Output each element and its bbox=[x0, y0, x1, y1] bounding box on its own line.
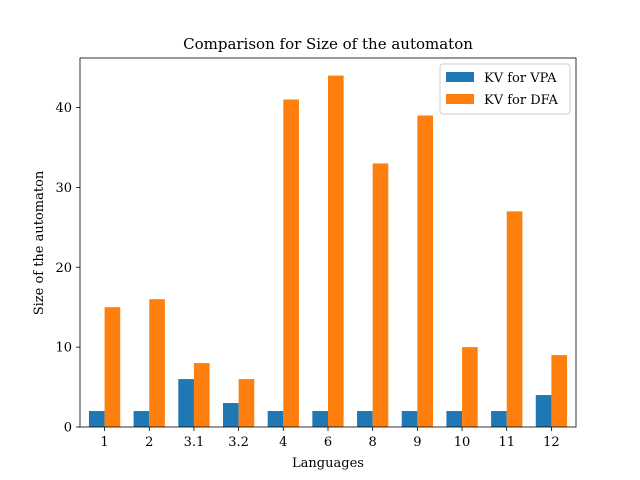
bar-kv-for-dfa-6 bbox=[328, 75, 344, 427]
x-tick-label: 12 bbox=[543, 435, 560, 450]
bar-kv-for-vpa-4 bbox=[267, 411, 284, 427]
x-tick-label: 1 bbox=[100, 435, 108, 450]
bar-kv-for-dfa-3-1 bbox=[193, 363, 210, 427]
legend-label: KV for DFA bbox=[484, 93, 559, 108]
x-tick-label: 3.2 bbox=[228, 435, 249, 450]
bar-kv-for-vpa-11 bbox=[491, 411, 507, 427]
bar-kv-for-vpa-12 bbox=[535, 395, 552, 427]
x-tick-label: 8 bbox=[369, 435, 377, 450]
x-tick-label: 4 bbox=[279, 435, 287, 450]
legend-swatch bbox=[446, 94, 474, 104]
x-tick-label: 9 bbox=[413, 435, 421, 450]
bar-kv-for-vpa-9 bbox=[401, 411, 418, 427]
bar-kv-for-dfa-11 bbox=[506, 211, 523, 427]
bar-kv-for-vpa-3-1 bbox=[178, 379, 194, 427]
legend-label: KV for VPA bbox=[484, 71, 557, 86]
bar-kv-for-dfa-9 bbox=[417, 115, 434, 427]
y-tick-label: 40 bbox=[55, 101, 72, 116]
bar-kv-for-vpa-1 bbox=[88, 411, 105, 427]
bar-kv-for-dfa-10 bbox=[462, 347, 478, 427]
chart-title: Comparison for Size of the automaton bbox=[183, 35, 473, 53]
legend: KV for VPA KV for DFA bbox=[439, 63, 571, 115]
bar-kv-for-vpa-8 bbox=[357, 411, 373, 427]
bar-kv-for-dfa-2 bbox=[149, 299, 165, 427]
y-tick-label: 30 bbox=[55, 181, 72, 196]
x-tick-label: 2 bbox=[145, 435, 153, 450]
bar-kv-for-dfa-8 bbox=[372, 163, 389, 427]
bar-kv-for-dfa-12 bbox=[551, 355, 568, 427]
bar-kv-for-vpa-2 bbox=[133, 411, 150, 427]
bar-kv-for-dfa-4 bbox=[283, 99, 299, 427]
bar-kv-for-dfa-1 bbox=[104, 307, 121, 427]
y-tick-label: 0 bbox=[64, 421, 72, 436]
y-tick-label: 20 bbox=[55, 261, 72, 276]
x-tick-label: 3.1 bbox=[184, 435, 205, 450]
x-axis-label: Languages bbox=[292, 456, 364, 471]
bar-kv-for-dfa-3-2 bbox=[238, 379, 255, 427]
y-tick-label: 10 bbox=[55, 341, 72, 356]
x-tick-label: 10 bbox=[454, 435, 471, 450]
bar-kv-for-vpa-6 bbox=[312, 411, 328, 427]
x-tick-label: 11 bbox=[498, 435, 515, 450]
bar-kv-for-vpa-3-2 bbox=[222, 403, 239, 427]
bar-kv-for-vpa-10 bbox=[446, 411, 463, 427]
y-axis-label: Size of the automaton bbox=[32, 170, 47, 315]
legend-swatch bbox=[446, 72, 474, 82]
x-tick-label: 6 bbox=[324, 435, 332, 450]
